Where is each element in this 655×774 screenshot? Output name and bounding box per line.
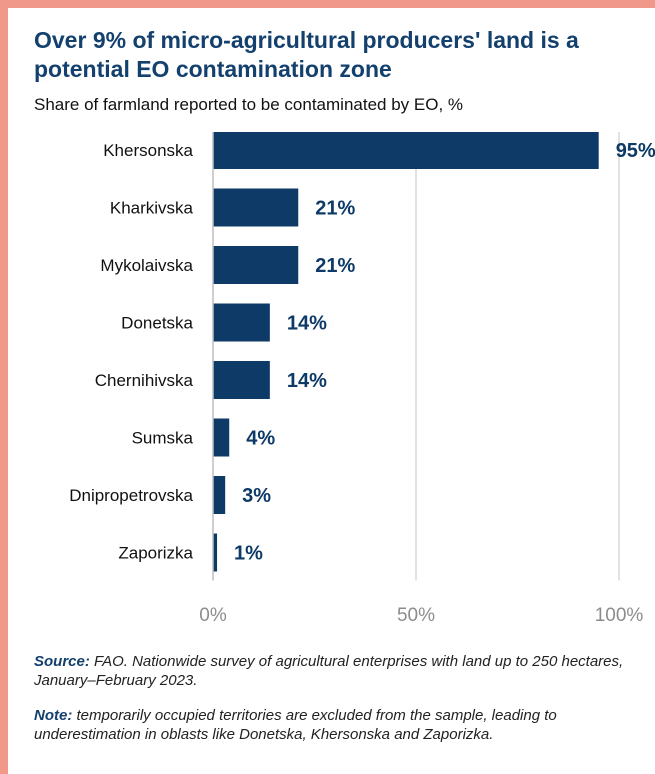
chart-title: Over 9% of micro-agricultural producers'… (34, 27, 579, 82)
category-label: Kharkivska (110, 199, 194, 218)
note-text-block: Note: temporarily occupied territories a… (34, 706, 639, 744)
bar (213, 533, 218, 572)
source-note: Source: FAO. Nationwide survey of agricu… (34, 652, 639, 690)
bar (213, 418, 230, 457)
data-label: 4% (246, 428, 275, 450)
data-label: 14% (287, 370, 327, 392)
x-tick-label: 50% (397, 605, 435, 626)
source-label: Source: (34, 653, 90, 670)
data-label: 95% (616, 140, 655, 162)
chart-subtitle: Share of farmland reported to be contami… (34, 95, 464, 114)
category-label: Donetska (121, 314, 193, 333)
x-tick-label: 100% (595, 605, 644, 626)
bar (213, 188, 299, 227)
data-label: 21% (315, 198, 355, 220)
data-label: 21% (315, 255, 355, 277)
data-label: 3% (242, 485, 271, 507)
bar (213, 132, 599, 169)
data-label: 14% (287, 313, 327, 335)
bar (213, 476, 226, 514)
category-label: Khersonska (103, 141, 193, 160)
category-label: Chernihivska (95, 371, 194, 390)
bar-chart: Khersonska 95% Kharkivska 21% Mykolaivska 21%… (69, 132, 655, 626)
bar (213, 246, 299, 284)
source-text: FAO. Nationwide survey of agricultural e… (34, 653, 624, 689)
note-text: temporarily occupied territories are exc… (34, 707, 557, 743)
bar (213, 303, 270, 342)
category-label: Dnipropetrovska (69, 486, 193, 505)
category-label: Zaporizka (118, 544, 193, 563)
category-label: Sumska (132, 429, 194, 448)
note-label: Note: (34, 707, 73, 724)
bar (213, 361, 270, 399)
data-label: 1% (234, 543, 263, 565)
x-tick-label: 0% (199, 605, 227, 626)
category-label: Mykolaivska (100, 256, 193, 275)
